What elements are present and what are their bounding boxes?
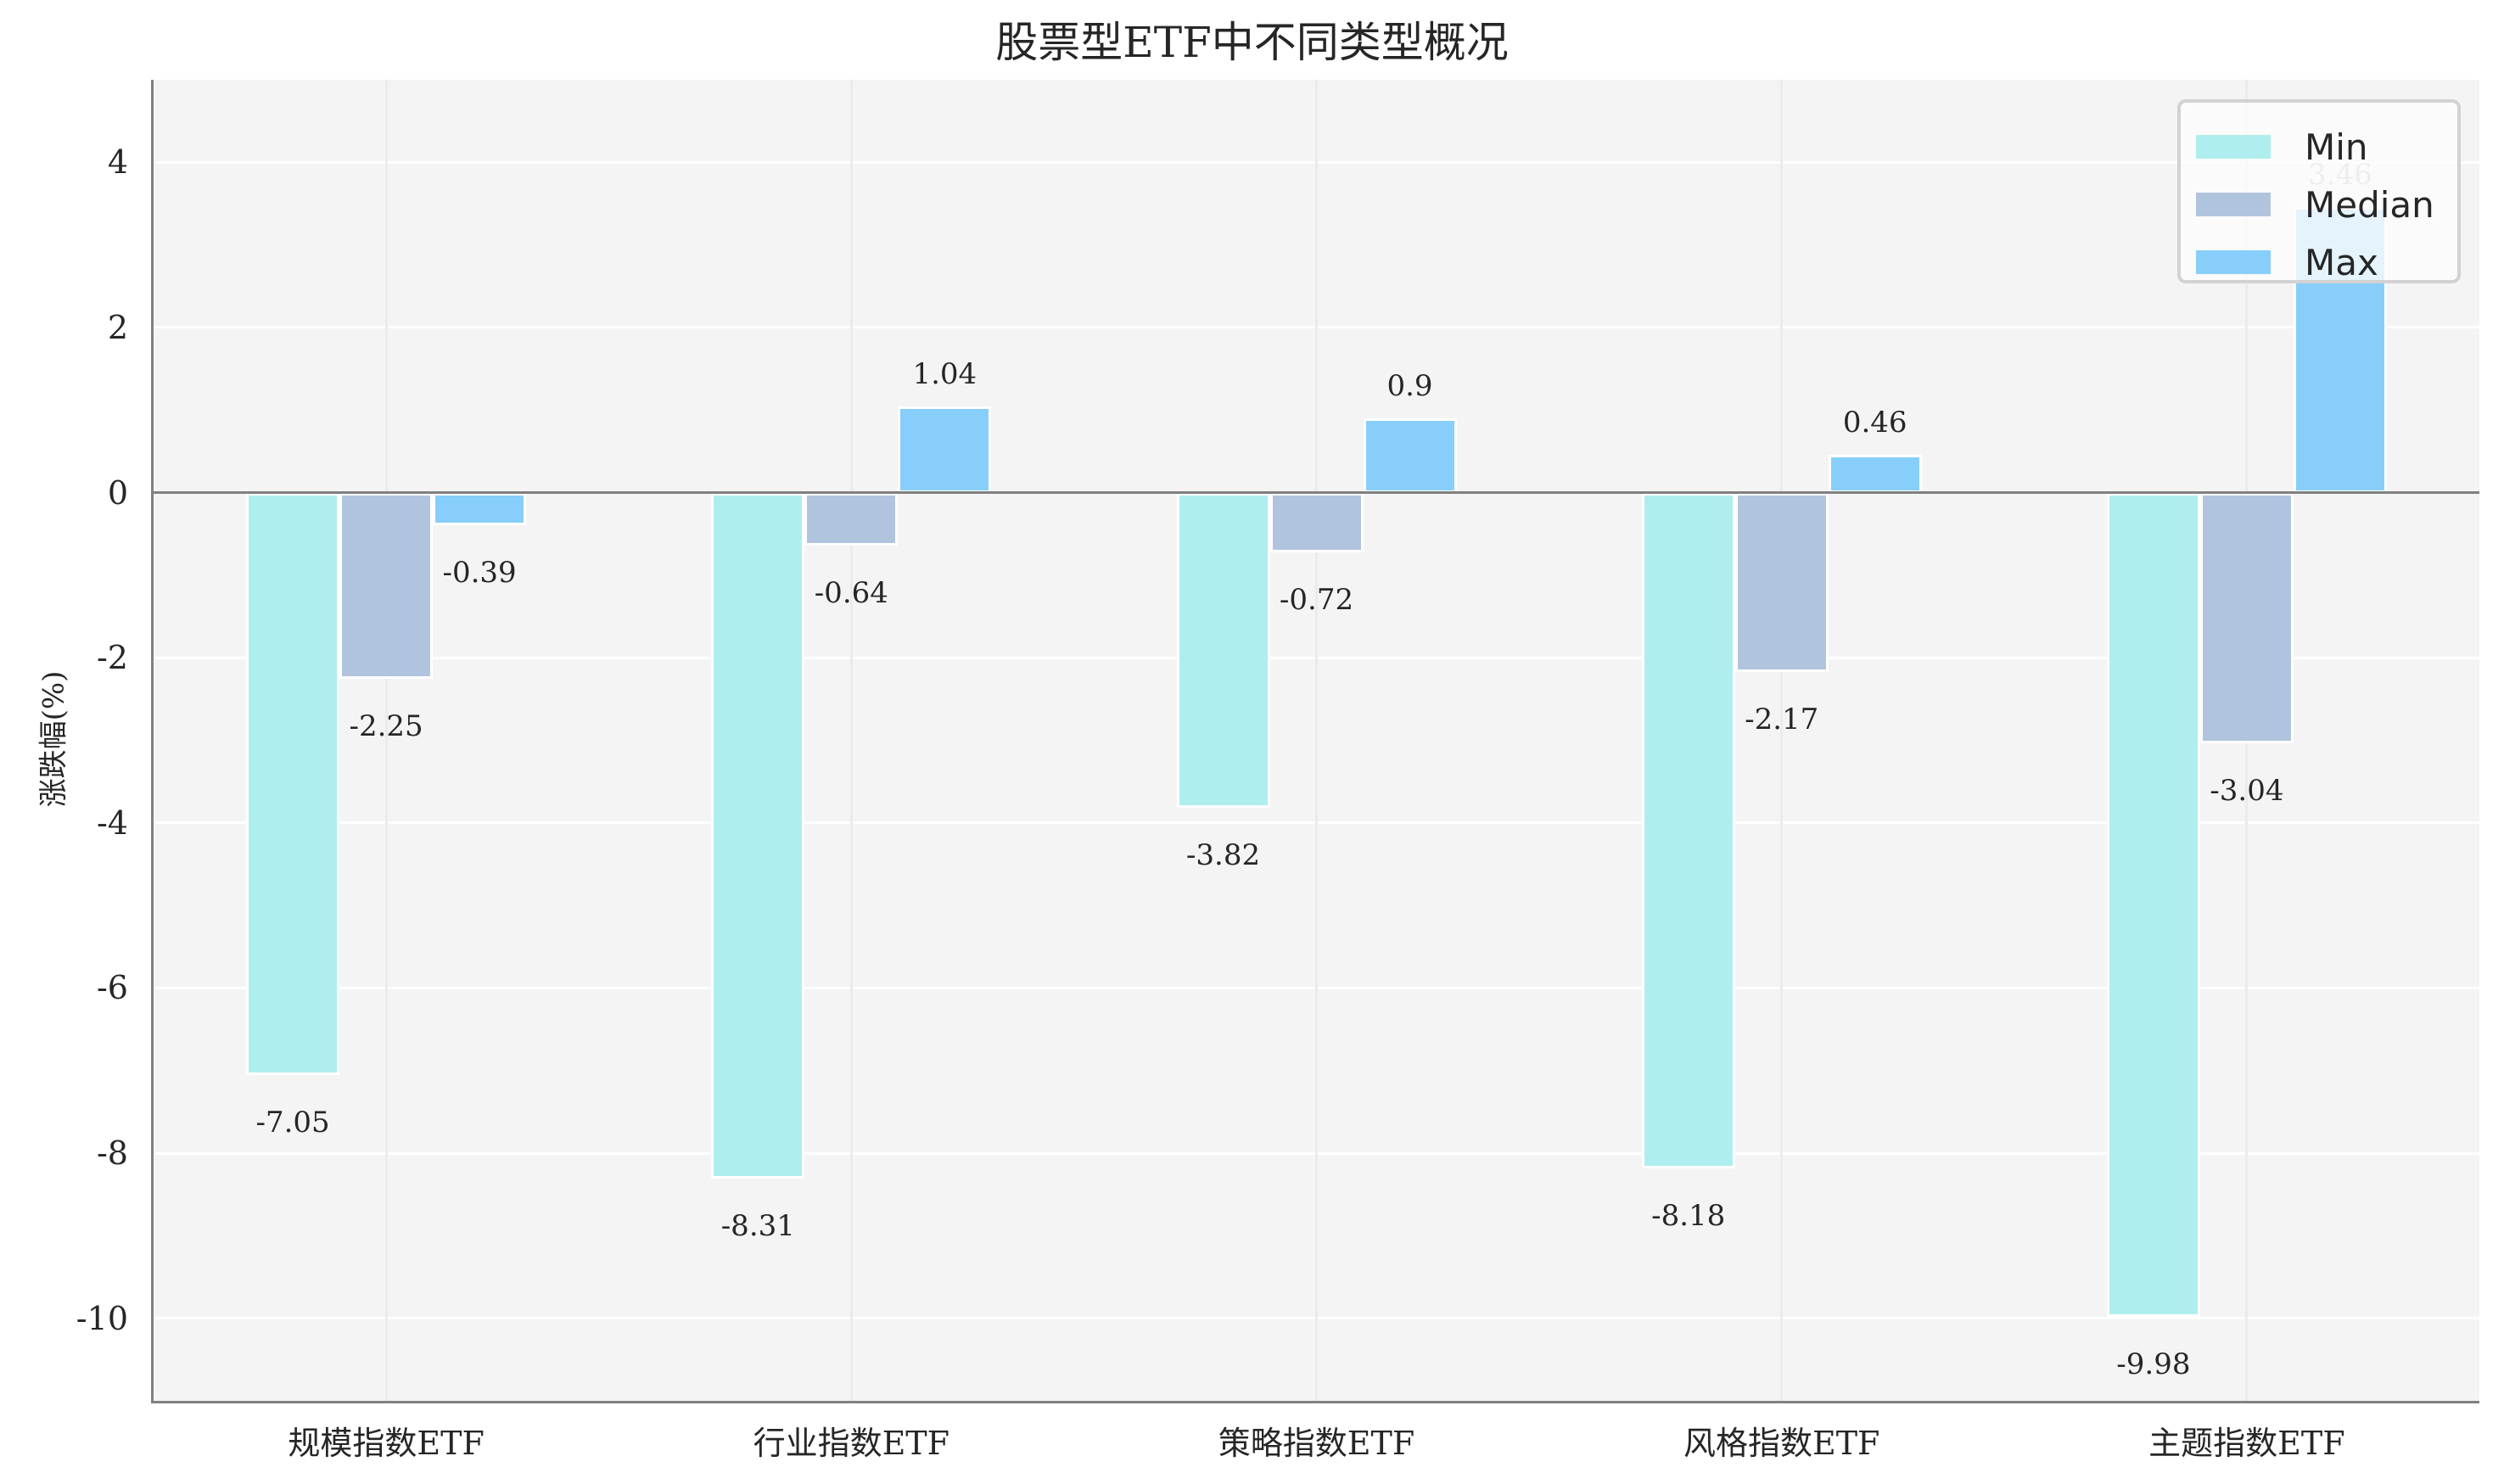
bar-median [339, 492, 434, 679]
y-tick-label: 4 [107, 143, 128, 182]
x-tick-label: 策略指数ETF [1218, 1425, 1415, 1462]
data-label-min: -3.82 [1185, 838, 1261, 873]
legend-item-max: Max [2181, 237, 2378, 288]
data-label-median: -0.64 [814, 575, 888, 610]
bar-max [1363, 417, 1457, 493]
legend-label-max: Max [2305, 241, 2378, 283]
chart-title: 股票型ETF中不同类型概况 [995, 18, 1509, 67]
data-label-median: -2.25 [349, 708, 423, 743]
data-label-min: -9.98 [2116, 1347, 2191, 1381]
x-tick-label: 主题指数ETF [2148, 1425, 2345, 1462]
y-tick-label: 0 [107, 473, 128, 512]
data-label-max: 0.46 [1842, 405, 1907, 440]
legend-swatch-min [2196, 135, 2271, 159]
bar-max [898, 406, 992, 493]
data-label-max: 0.9 [1386, 368, 1433, 403]
bar-min [1641, 492, 1735, 1168]
x-tick-label: 规模指数ETF [288, 1425, 485, 1462]
data-label-min: -7.05 [255, 1105, 330, 1140]
y-tick-label: 2 [107, 308, 128, 346]
bar-median [1734, 492, 1829, 672]
x-gridline [1315, 80, 1318, 1401]
x-tick-label: 风格指数ETF [1683, 1425, 1880, 1462]
x-tick-label: 行业指数ETF [753, 1425, 950, 1462]
bar-min [246, 492, 340, 1075]
y-tick-label: -6 [96, 969, 128, 1007]
data-label-median: -0.72 [1279, 582, 1354, 617]
bar-median [1269, 492, 1364, 552]
y-tick-label: -2 [96, 639, 128, 677]
data-label-median: -3.04 [2210, 774, 2284, 809]
legend: Min Median Max [2177, 99, 2461, 283]
y-tick-label: -4 [96, 804, 128, 842]
legend-swatch-max [2196, 250, 2271, 274]
x-axis-spine [151, 1401, 2479, 1403]
legend-item-min: Min [2181, 121, 2368, 172]
y-tick-label: -10 [76, 1299, 128, 1337]
x-gridline [384, 80, 388, 1401]
plot-area: -7.05 -8.31 -3.82 -8.18 -9.98 -2.25 -0.64 -0.72… [151, 80, 2479, 1403]
bar-min [1176, 492, 1270, 809]
bar-median [804, 492, 899, 546]
bar-min [711, 492, 805, 1179]
zero-line [154, 491, 2479, 495]
legend-label-median: Median [2305, 183, 2434, 226]
bar-min [2106, 492, 2200, 1317]
x-gridline [849, 80, 853, 1401]
legend-swatch-median [2196, 193, 2271, 216]
x-gridline [1780, 80, 1784, 1401]
legend-item-median: Median [2181, 179, 2434, 230]
data-label-min: -8.31 [720, 1209, 795, 1244]
y-axis-spine [151, 80, 154, 1403]
data-label-min: -8.18 [1651, 1198, 1726, 1233]
data-label-median: -2.17 [1745, 702, 1819, 736]
legend-label-min: Min [2305, 126, 2368, 168]
y-axis-label: 涨跌幅(%) [36, 670, 71, 808]
data-label-max: 1.04 [912, 357, 978, 392]
bar-max [433, 492, 527, 525]
data-label-max: -0.39 [442, 555, 517, 590]
bar-max [1828, 454, 1922, 493]
y-tick-label: -8 [96, 1134, 128, 1173]
bar-median [2199, 492, 2294, 744]
